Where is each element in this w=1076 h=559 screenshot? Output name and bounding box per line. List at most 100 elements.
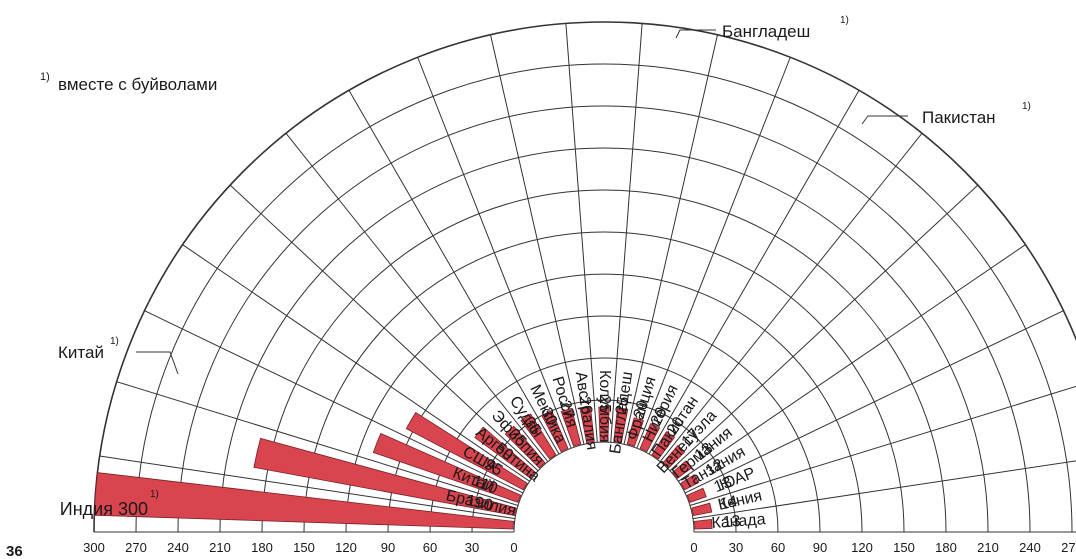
grid (93, 21, 1076, 533)
bar (662, 444, 686, 469)
value-label: 14 (718, 493, 739, 514)
bar (672, 460, 692, 479)
grid-spoke (490, 34, 585, 445)
grid-spoke (692, 460, 1076, 520)
bar (541, 410, 569, 453)
value-label: 30 (537, 405, 560, 429)
grid-spoke (636, 57, 791, 449)
callout-label: Бангладеш (722, 22, 810, 41)
tick-label-right: 60 (771, 540, 785, 555)
bar (474, 426, 536, 479)
grid-spoke (610, 23, 643, 443)
grid-spoke (348, 90, 560, 455)
value-label: 20 (648, 405, 671, 429)
value-label: 26 (575, 395, 594, 415)
tick-label-right: 90 (813, 540, 827, 555)
grid-arc (93, 21, 1076, 533)
tick-label-left: 90 (381, 540, 395, 555)
bar (93, 472, 515, 530)
grid-spoke (99, 455, 516, 520)
callout-label: Китай (58, 343, 104, 362)
grid-arc (471, 399, 737, 533)
grid-spoke (144, 310, 524, 494)
bar (691, 502, 713, 516)
country-label: Колумбия (596, 370, 613, 443)
callout-label: Пакистан (922, 108, 996, 127)
callout-line (861, 115, 908, 125)
grid-spoke (623, 34, 718, 445)
value-label: 20 (631, 398, 653, 420)
callout-marker: 1) (110, 336, 119, 347)
footnote: 1) вместе с буйволами (40, 71, 217, 94)
bar (253, 437, 517, 516)
grid-spoke (116, 381, 519, 506)
grid-spoke (678, 244, 1026, 482)
bar (626, 417, 644, 447)
bar (680, 474, 700, 491)
tick-label-left: 300 (83, 540, 105, 555)
bar (693, 518, 713, 530)
value-label: 190 (464, 492, 494, 515)
tick-label-left: 150 (293, 540, 315, 555)
tick-label-right: 120 (851, 540, 873, 555)
value-label: 25 (613, 395, 632, 415)
bar (405, 411, 528, 491)
callout-line (136, 351, 179, 375)
grid-arc (219, 147, 989, 533)
grid-spoke (182, 244, 530, 482)
tick-label-left: 30 (465, 540, 479, 555)
tick-label-right: 210 (977, 540, 999, 555)
bar (504, 425, 546, 469)
bar (560, 407, 582, 447)
bar (520, 413, 557, 460)
footnote-text: вместе с буйволами (58, 75, 217, 94)
country-label: Индия 300 (60, 499, 148, 519)
footnote-marker: 1) (40, 71, 50, 83)
tick-label-left: 120 (335, 540, 357, 555)
tick-label-right: 270 (1061, 540, 1076, 555)
bars (93, 405, 713, 530)
grid-spoke (689, 385, 1076, 506)
callout-line (675, 29, 716, 39)
value-label: 12 (703, 456, 727, 480)
grid-spoke (417, 57, 572, 449)
tick-label-right: 240 (1019, 540, 1041, 555)
grid-spoke (684, 310, 1064, 494)
tick-label-right: 180 (935, 540, 957, 555)
grid-spoke (648, 90, 860, 455)
country-footnote-marker: 1) (150, 489, 159, 500)
value-label: 25 (596, 395, 613, 413)
tick-label-right: 30 (729, 540, 743, 555)
bar (639, 423, 661, 453)
bar (686, 487, 707, 503)
grid-arc (261, 189, 947, 533)
country-label: Канада (711, 511, 766, 532)
tick-label-left: 60 (423, 540, 437, 555)
callout-marker: 1) (840, 15, 849, 26)
tick-label-right: 0 (690, 540, 697, 555)
grid-arc (135, 63, 1073, 533)
grid-spoke (229, 184, 539, 472)
grid-spoke (565, 23, 598, 443)
grid-arc (177, 105, 1031, 533)
grid-arc (303, 231, 905, 533)
value-label: 95 (481, 456, 505, 480)
bar (372, 432, 522, 503)
bar (613, 407, 629, 444)
tick-label-left: 270 (125, 540, 147, 555)
callout-marker: 1) (1022, 101, 1031, 112)
tick-label-right: 150 (893, 540, 915, 555)
tick-label-left: 210 (209, 540, 231, 555)
tick-label-left: 240 (167, 540, 189, 555)
bar (651, 431, 676, 460)
grid-arc (345, 273, 863, 533)
value-label: 13 (712, 474, 735, 496)
bar (579, 405, 595, 444)
grid-spoke (285, 132, 549, 462)
grid-spoke (659, 132, 923, 462)
grid-arc (513, 441, 695, 533)
value-label: 27 (556, 399, 578, 421)
bar (598, 406, 610, 442)
